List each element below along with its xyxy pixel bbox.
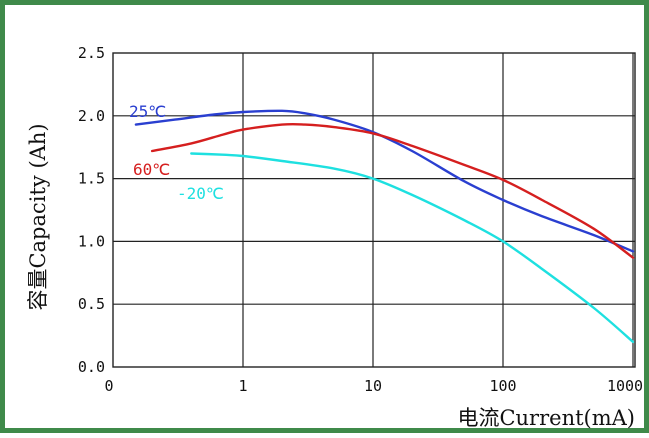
series-line-60c	[150, 122, 635, 259]
y-axis-title: 容量Capacity (Ah)	[26, 123, 50, 310]
x-axis-title: 电流Current(mA)	[457, 406, 635, 430]
x-tick-label: 0	[104, 377, 113, 395]
grid	[112, 52, 636, 368]
series-line-minus20c	[190, 152, 635, 344]
capacity-vs-current-chart: 25℃ 60℃ -20℃ 0.0 0.5 1.0 1.5 2.0 2.5 0 1 10 100 1000…	[26, 44, 643, 430]
x-tick-label: 1000	[607, 377, 643, 395]
y-tick-label: 2.0	[78, 107, 105, 125]
x-tick-label: 10	[364, 377, 382, 395]
series-label-minus20c: -20℃	[177, 184, 224, 203]
plot-border	[112, 52, 636, 368]
y-tick-label: 0.5	[78, 295, 105, 313]
y-tick-label: 1.0	[78, 232, 105, 250]
series-line-25c	[134, 109, 635, 253]
x-tick-label: 100	[489, 377, 516, 395]
y-tick-label: 1.5	[78, 170, 105, 188]
tick-labels: 0.0 0.5 1.0 1.5 2.0 2.5 0 1 10 100 1000	[78, 44, 643, 395]
series-labels: 25℃ 60℃ -20℃	[129, 102, 224, 203]
y-tick-label: 0.0	[78, 358, 105, 376]
y-tick-label: 2.5	[78, 44, 105, 62]
series-label-60c: 60℃	[133, 160, 170, 179]
series-lines	[134, 109, 635, 344]
x-tick-label: 1	[238, 377, 247, 395]
series-label-25c: 25℃	[129, 102, 166, 121]
